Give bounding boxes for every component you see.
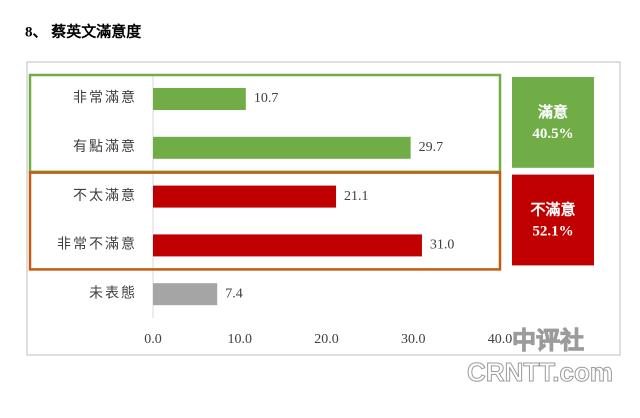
y-tick-label: 不太滿意 xyxy=(73,187,137,204)
bar xyxy=(153,88,246,110)
bar xyxy=(153,283,218,306)
bar xyxy=(153,185,337,208)
y-tick-label: 有點滿意 xyxy=(73,138,137,155)
bar xyxy=(153,136,411,159)
value-label: 21.1 xyxy=(344,189,369,204)
value-label: 7.4 xyxy=(225,286,243,301)
summary-name: 滿意 xyxy=(538,103,568,121)
x-tick-label: 0.0 xyxy=(144,332,162,347)
x-tick-label: 20.0 xyxy=(314,332,339,347)
x-tick-label: 10.0 xyxy=(228,332,253,347)
summary-value: 52.1% xyxy=(532,223,573,239)
watermark: 中评社 xyxy=(512,327,584,355)
summary-name: 不滿意 xyxy=(530,200,575,218)
summary-box xyxy=(512,174,594,266)
y-tick-label: 未表態 xyxy=(89,285,137,301)
summary-value: 40.5% xyxy=(532,126,573,142)
chart-title: 8、 蔡英文滿意度 xyxy=(25,22,142,40)
value-label: 10.7 xyxy=(254,91,279,106)
bar xyxy=(153,234,422,257)
watermark: CRNTT.com xyxy=(467,357,613,387)
group-outline xyxy=(28,171,502,271)
x-tick-label: 30.0 xyxy=(401,332,426,347)
summary-box xyxy=(512,77,594,168)
x-tick-label: 40.0 xyxy=(488,332,513,347)
y-tick-label: 非常滿意 xyxy=(73,89,137,106)
y-tick-label: 非常不滿意 xyxy=(57,236,137,253)
value-label: 31.0 xyxy=(430,238,455,253)
value-label: 29.7 xyxy=(419,140,444,155)
